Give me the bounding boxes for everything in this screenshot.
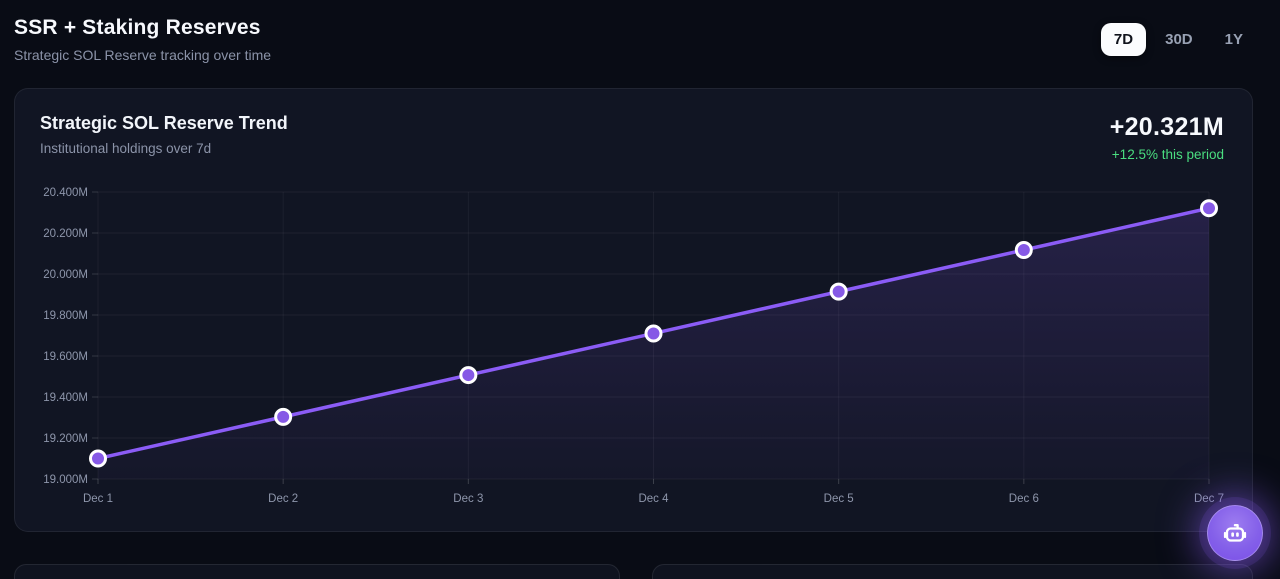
reserve-trend-chart[interactable]: 19.000M 19.200M 19.400M 19.600M 19.800M 20.00… [15,89,1252,531]
svg-text:19.400M: 19.400M [43,392,88,404]
bottom-card-left [14,564,620,579]
range-button-1y[interactable]: 1Y [1212,23,1256,56]
svg-text:19.600M: 19.600M [43,351,88,363]
svg-text:Dec 4: Dec 4 [638,493,669,505]
page-subtitle: Strategic SOL Reserve tracking over time [14,47,272,63]
robot-icon [1223,524,1247,542]
page-title: SSR + Staking Reserves [14,16,261,39]
svg-text:Dec 2: Dec 2 [268,493,298,505]
svg-text:20.400M: 20.400M [43,187,88,199]
chart-subtitle: Institutional holdings over 7d [40,141,212,156]
range-button-7d[interactable]: 7D [1100,23,1147,56]
assistant-fab-button[interactable] [1207,505,1263,561]
svg-text:Dec 3: Dec 3 [453,493,483,505]
header-text: SSR + Staking Reserves Strategic SOL Res… [14,16,271,63]
reserve-change-badge: +12.5% this period [1111,147,1224,162]
svg-text:Dec 7: Dec 7 [1194,493,1224,505]
svg-text:20.000M: 20.000M [43,269,88,281]
svg-text:19.800M: 19.800M [43,310,88,322]
svg-text:Dec 6: Dec 6 [1009,493,1039,505]
chart-card-header: Strategic SOL Reserve Trend Institutiona… [15,89,1252,162]
chart-stats: +20.321M +12.5% this period [1110,113,1224,162]
svg-text:19.000M: 19.000M [43,474,88,486]
range-button-30d[interactable]: 30D [1152,23,1206,56]
svg-text:Dec 1: Dec 1 [83,493,113,505]
chart-title: Strategic SOL Reserve Trend [40,113,288,133]
page-header: SSR + Staking Reserves Strategic SOL Res… [0,0,1280,88]
chart-card-titles: Strategic SOL Reserve Trend Institutiona… [40,113,288,156]
reserve-trend-card: Strategic SOL Reserve Trend Institutiona… [14,88,1253,532]
svg-text:20.200M: 20.200M [43,228,88,240]
svg-text:Dec 5: Dec 5 [824,493,854,505]
bottom-card-right [652,564,1253,579]
reserve-total-value: +20.321M [1109,113,1224,141]
svg-text:19.200M: 19.200M [43,433,88,445]
time-range-selector: 7D 30D 1Y [1100,23,1256,56]
